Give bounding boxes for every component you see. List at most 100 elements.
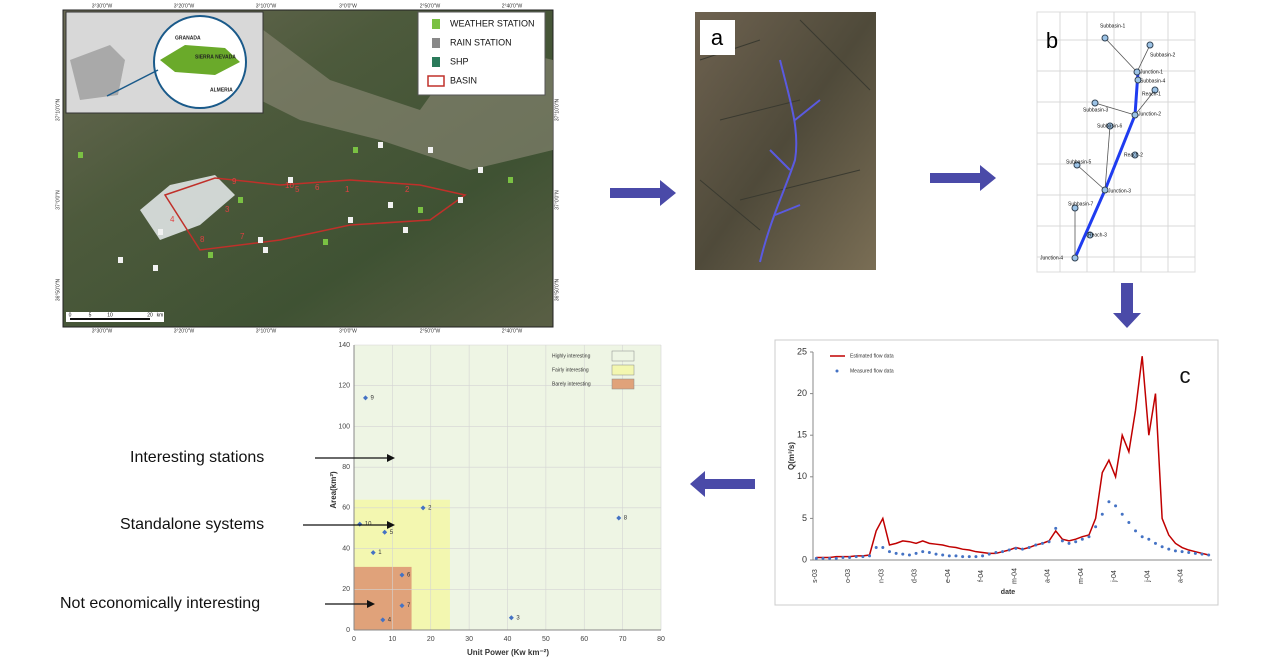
flow-dot <box>1100 512 1104 516</box>
flow-dot <box>1160 545 1164 549</box>
flow-dot <box>1067 541 1071 545</box>
lat-label: 36°50'0"N <box>554 278 560 301</box>
y-tick-label: 25 <box>797 346 807 356</box>
station <box>323 239 328 245</box>
y-tick-label: 80 <box>342 464 350 471</box>
flow-dot <box>1074 540 1078 544</box>
lon-label: 3°30'0"W <box>92 3 113 9</box>
basin-number: 3 <box>225 205 230 214</box>
lat-label: 37°0'0"N <box>554 190 560 210</box>
legend-swatch <box>432 38 440 48</box>
legend-label: WEATHER STATION <box>450 18 535 28</box>
point-label: 6 <box>407 573 411 579</box>
flow-dot <box>1094 525 1098 529</box>
x-tick-label: a-04 <box>1045 569 1052 583</box>
lon-label: 3°20'0"W <box>174 3 195 9</box>
legend-label: Fairly interesting <box>552 367 589 373</box>
x-tick-label: j-04 <box>1144 570 1151 583</box>
legend-label: Measured flow data <box>850 368 894 374</box>
basin-number: 5 <box>295 185 300 194</box>
node-icon <box>1073 161 1081 169</box>
panel-letter: b <box>1046 28 1058 53</box>
annotation-arrowhead <box>387 521 395 529</box>
station <box>418 207 423 213</box>
flow-dot <box>894 551 898 555</box>
flow-dot <box>934 552 938 556</box>
node-label: Subbasin-1 <box>1100 23 1126 29</box>
y-tick-label: 140 <box>338 342 350 349</box>
node-label: Junction-1 <box>1140 69 1163 75</box>
lat-label: 37°0'0"N <box>55 190 61 210</box>
flow-dot <box>1180 550 1184 554</box>
flow-dot <box>921 550 925 554</box>
basin-number: 1 <box>345 185 350 194</box>
station <box>403 227 408 233</box>
y-tick-label: 100 <box>338 423 350 430</box>
link <box>1104 37 1138 73</box>
flow-dot <box>1047 540 1051 544</box>
x-tick-label: s-03 <box>812 569 819 583</box>
point <box>370 550 376 556</box>
flow-dot <box>974 555 978 559</box>
reach-line <box>1073 71 1140 259</box>
flow-dot <box>1200 552 1204 556</box>
legend-swatch <box>432 57 440 67</box>
flow-dot <box>887 550 891 554</box>
node-label: Reach-1 <box>1142 91 1161 97</box>
node-icon <box>1071 254 1079 262</box>
inset-label: GRANADA <box>175 35 201 41</box>
flow-dot <box>881 546 885 550</box>
legend-label: BASIN <box>450 75 477 85</box>
flow-dot <box>914 551 918 555</box>
flow-dot <box>1054 526 1058 530</box>
point <box>399 572 405 578</box>
lon-label: 3°10'0"W <box>256 3 277 9</box>
lon-label: 3°30'0"W <box>92 328 113 334</box>
flow-dot <box>1193 551 1197 555</box>
x-tick-label: 30 <box>465 636 473 643</box>
station <box>458 197 463 203</box>
flow-dot <box>987 552 991 556</box>
annotation-arrowhead <box>367 600 375 608</box>
flow-dot <box>1167 547 1171 551</box>
arrow-down <box>1113 283 1141 328</box>
flow-dot <box>1001 550 1005 554</box>
annotation: Not economically interesting <box>60 595 260 612</box>
y-axis-label: Q(m³/s) <box>787 442 796 470</box>
inset-region <box>160 45 240 75</box>
lat-label: 37°10'0"N <box>55 98 61 121</box>
station <box>478 167 483 173</box>
basin-number: 10 <box>285 181 294 190</box>
lat-label: 37°10'0"N <box>554 98 560 121</box>
legend-label: Barely interesting <box>552 381 591 387</box>
flow-dot <box>834 556 838 560</box>
x-tick-label: 0 <box>352 636 356 643</box>
node-label: Subbasin-6 <box>1097 123 1123 129</box>
lon-label: 2°50'0"W <box>420 328 441 334</box>
x-tick-label: 10 <box>388 636 396 643</box>
basin-number: 6 <box>315 183 320 192</box>
node-label: Subbasin-5 <box>1066 159 1092 165</box>
station <box>348 217 353 223</box>
flow-dot <box>868 554 872 558</box>
station <box>208 252 213 258</box>
flow-line <box>816 356 1209 559</box>
x-tick-label: a-04 <box>1178 569 1185 583</box>
x-tick-label: j-04 <box>1111 570 1118 583</box>
point <box>616 515 622 521</box>
arrow-right <box>610 180 676 206</box>
lon-label: 3°0'0"W <box>339 328 357 334</box>
station <box>118 257 123 263</box>
flow-dot <box>1060 539 1064 543</box>
y-tick-label: 0 <box>346 627 350 634</box>
flow-dot <box>1114 504 1118 508</box>
node-icon <box>1101 34 1109 42</box>
lon-label: 3°10'0"W <box>256 328 277 334</box>
lon-label: 3°20'0"W <box>174 328 195 334</box>
node-icon <box>1151 86 1159 94</box>
point <box>382 529 388 535</box>
arrow-left <box>690 471 755 497</box>
legend-swatch <box>432 19 440 29</box>
x-tick-label: m-04 <box>1011 568 1018 584</box>
map-snow <box>140 175 235 240</box>
